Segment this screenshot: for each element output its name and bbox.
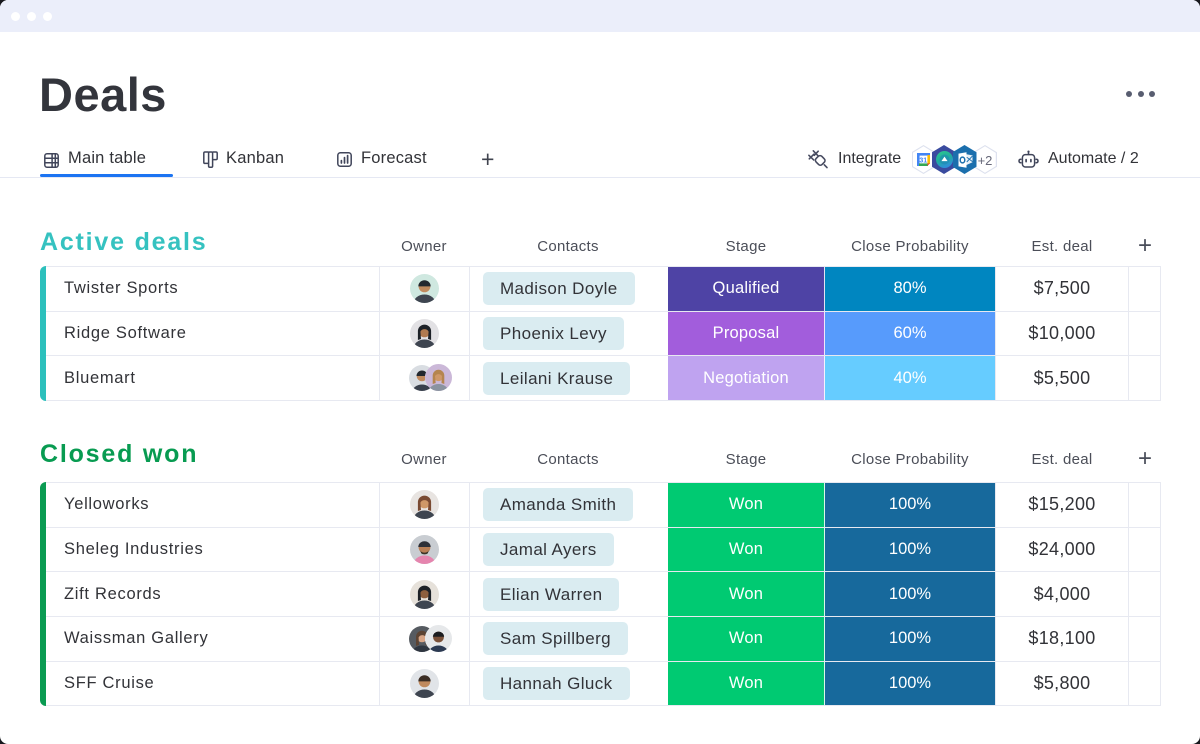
svg-text:31: 31 xyxy=(919,157,927,164)
